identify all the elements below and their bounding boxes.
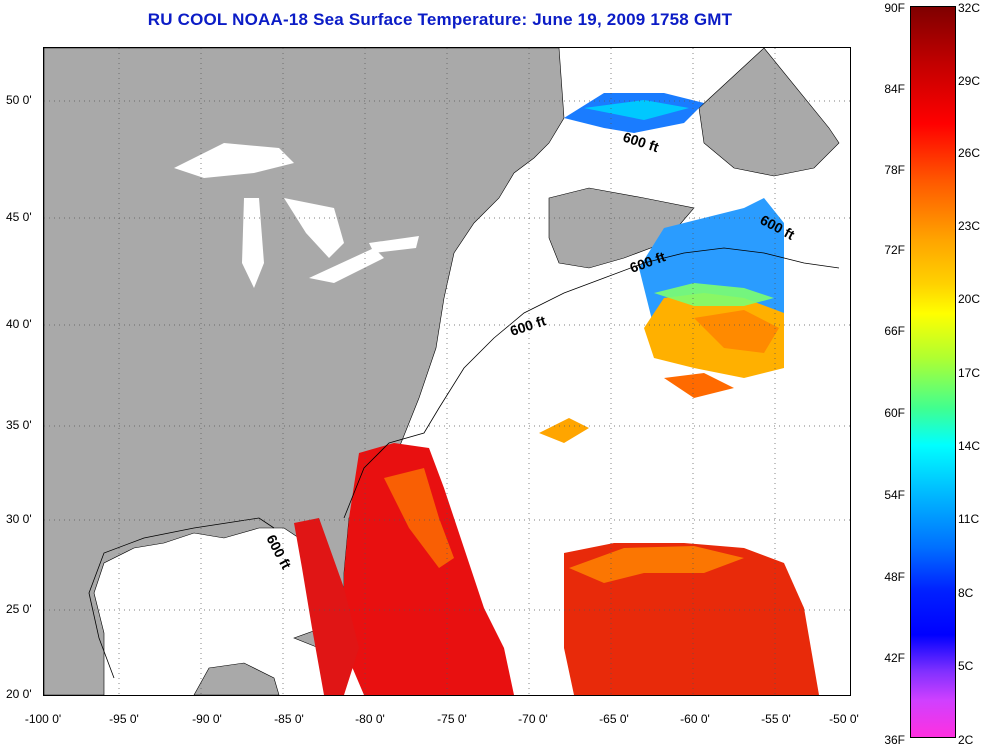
sst-gulf-stream (344, 443, 514, 695)
y-tick-label: 35 0' (6, 418, 32, 432)
x-tick-label: -55 0' (761, 712, 791, 726)
colorbar-label-c: 2C (958, 733, 974, 747)
colorbar-label-f: 90F (884, 1, 905, 15)
lake-michigan (242, 198, 264, 288)
x-tick-label: -80 0' (355, 712, 385, 726)
colorbar-label-f: 78F (884, 163, 905, 177)
sst-patch-a (539, 418, 589, 443)
land-north-america (44, 48, 565, 695)
colorbar-label-f: 72F (884, 243, 905, 257)
contour-label-mid-atlantic: 600 ft (508, 312, 548, 339)
x-tick-label: -75 0' (437, 712, 467, 726)
sst-sargasso (564, 543, 819, 695)
x-tick-label: -70 0' (518, 712, 548, 726)
sst-sargasso-orange (569, 546, 744, 583)
y-tick-label: 45 0' (6, 210, 32, 224)
map-title: RU COOL NOAA-18 Sea Surface Temperature:… (147, 10, 733, 29)
x-tick-label: -100 0' (24, 712, 62, 726)
sst-patch-b (664, 373, 734, 398)
sst-st-lawrence-inner (584, 100, 689, 120)
sst-map[interactable]: 600 ft 600 ft 600 ft 600 ft 600 ft (43, 47, 851, 696)
x-tick-label: -90 0' (192, 712, 222, 726)
sst-map-canvas: 600 ft 600 ft 600 ft 600 ft 600 ft (44, 48, 850, 695)
land-newfoundland (698, 48, 840, 177)
contour-600ft (88, 247, 840, 679)
contour-label-gulf: 600 ft (263, 532, 294, 572)
land-nova-scotia (548, 187, 695, 269)
sst-warm-core-inner (694, 310, 779, 353)
colorbar-label-c: 17C (958, 366, 981, 380)
sst-gulf-swath (294, 518, 359, 695)
colorbar-label-c: 23C (958, 219, 981, 233)
x-tick-label: -85 0' (274, 712, 304, 726)
colorbar-label-c: 26C (958, 146, 981, 160)
y-tick-label: 50 0' (6, 93, 32, 107)
colorbar-label-f: 36F (884, 733, 905, 747)
colorbar-label-c: 29C (958, 74, 981, 88)
lake-huron (284, 198, 344, 258)
y-tick-label: 25 0' (6, 602, 32, 616)
y-tick-label: 30 0' (6, 512, 32, 526)
x-tick-label: -50 0' (829, 712, 859, 726)
colorbar-label-c: 14C (958, 439, 981, 453)
x-tick-label: -60 0' (680, 712, 710, 726)
colorbar-label-f: 66F (884, 324, 905, 338)
colorbar-label-c: 11C (958, 512, 980, 526)
y-tick-label: 40 0' (6, 317, 32, 331)
sst-green-band (654, 283, 774, 306)
colorbar-label-c: 20C (958, 292, 981, 306)
y-tick-label: 20 0' (6, 687, 32, 701)
lake-erie (309, 248, 384, 283)
colorbar-label-c: 5C (958, 659, 974, 673)
colorbar-label-c: 32C (958, 1, 981, 15)
lake-ontario (369, 236, 419, 253)
x-tick-label: -65 0' (599, 712, 629, 726)
lake-superior (174, 143, 294, 178)
colorbar-label-f: 42F (884, 651, 905, 665)
colorbar-label-f: 54F (884, 488, 905, 502)
sst-gulf-stream-warm (384, 468, 454, 568)
land-yucatan (193, 662, 280, 695)
colorbar-label-f: 60F (884, 406, 905, 420)
colorbar-label-f: 48F (884, 570, 905, 584)
colorbar-label-f: 84F (884, 82, 905, 96)
temperature-colorbar (910, 6, 956, 738)
x-tick-label: -95 0' (109, 712, 139, 726)
colorbar-label-c: 8C (958, 586, 974, 600)
contour-label-nova-scotia: 600 ft (621, 129, 661, 156)
